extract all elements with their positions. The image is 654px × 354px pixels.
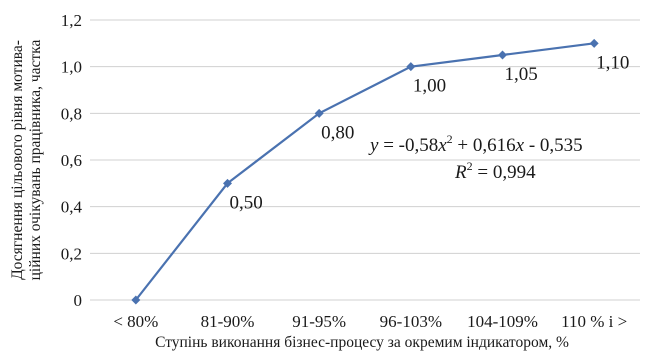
r2-value: = 0,994 [473,162,536,183]
y-tick-label: 0,4 [61,198,83,217]
eq-tail: - 0,535 [524,135,583,156]
y-tick-label: 0,2 [61,244,82,263]
data-label: 0,80 [321,122,354,143]
eq-main: = -0,58 [378,135,438,156]
x-tick-label: < 80% [113,312,158,331]
data-point [498,50,507,60]
data-point [406,62,416,72]
y-tick-label: 1,2 [61,11,82,30]
y-axis-ticks: 0 0,2 0,4 0,6 0,8 1,0 1,2 [61,11,83,310]
y-axis-title-line1: Досягнення цільового рівня мотива- [9,40,26,280]
series-line [134,42,595,301]
eq-sup: 2 [447,132,453,146]
x-tick-label: 110 % і > [561,312,627,331]
x-tick-label: 104-109% [467,312,538,331]
gridlines [90,19,640,301]
y-tick-label: 1,0 [61,58,82,77]
x-tick-label: 81-90% [201,312,255,331]
x-axis-title: Ступінь виконання бізнес-процесу за окре… [155,334,569,351]
x-axis-ticks: < 80% 81-90% 91-95% 96-103% 104-109% 110 % і … [113,312,627,331]
eq-y: y [368,135,379,156]
data-point [589,38,599,48]
data-label: 1,05 [505,64,538,85]
y-tick-label: 0,6 [61,151,82,170]
x-tick-label: 91-95% [292,312,346,331]
data-point [131,295,141,305]
data-label: 1,00 [413,76,446,97]
eq-mid: + 0,616 [453,135,516,156]
data-labels: 0,50 0,80 1,00 1,05 1,10 [230,52,630,213]
r2-var: R [454,162,467,183]
r2-sup: 2 [467,159,473,173]
x-tick-label: 96-103% [380,312,442,331]
y-tick-label: 0,8 [61,104,82,123]
trendline-equation: y = -0,58x2 + 0,616x - 0,535 [368,132,583,156]
data-label: 1,10 [596,52,629,73]
data-label: 0,50 [230,192,263,213]
data-point [314,108,324,118]
y-axis-title-line2: ційних очікувань працівника, частка [27,40,44,281]
data-points [131,38,599,305]
data-point [223,178,232,188]
r-squared: R2 = 0,994 [454,159,536,183]
y-tick-label: 0 [74,291,83,310]
eq-x2: x [515,135,525,156]
eq-x1: x [437,135,447,156]
